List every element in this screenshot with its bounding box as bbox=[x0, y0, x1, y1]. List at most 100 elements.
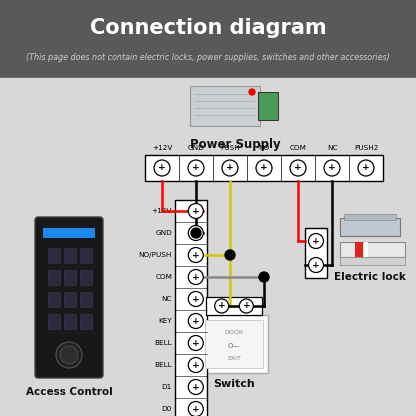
Bar bbox=[175, 200, 207, 416]
Bar bbox=[364, 242, 368, 257]
Circle shape bbox=[324, 160, 340, 176]
Circle shape bbox=[222, 160, 238, 176]
Circle shape bbox=[60, 346, 78, 364]
Bar bbox=[0, 0, 416, 78]
Text: +: + bbox=[362, 163, 370, 173]
Text: +: + bbox=[192, 317, 200, 325]
Text: +: + bbox=[312, 237, 320, 245]
Circle shape bbox=[188, 357, 203, 372]
Circle shape bbox=[188, 314, 203, 329]
Text: +: + bbox=[192, 206, 200, 215]
Text: +: + bbox=[294, 163, 302, 173]
Text: +: + bbox=[192, 361, 200, 369]
Circle shape bbox=[215, 299, 229, 313]
Circle shape bbox=[259, 272, 269, 282]
Text: +: + bbox=[192, 404, 200, 414]
Text: +: + bbox=[260, 163, 268, 173]
Bar bbox=[48, 248, 60, 263]
Text: BELL: BELL bbox=[154, 362, 172, 368]
Text: +: + bbox=[158, 163, 166, 173]
Text: COM: COM bbox=[290, 145, 307, 151]
Text: BELL: BELL bbox=[154, 340, 172, 346]
Text: +: + bbox=[192, 250, 200, 260]
Bar bbox=[145, 155, 383, 181]
Bar bbox=[344, 214, 396, 220]
Circle shape bbox=[188, 335, 203, 351]
Text: +12V: +12V bbox=[151, 208, 172, 214]
Text: Power Supply: Power Supply bbox=[190, 138, 280, 151]
FancyBboxPatch shape bbox=[35, 217, 103, 378]
Circle shape bbox=[188, 225, 203, 240]
Text: NO/PUSH: NO/PUSH bbox=[139, 252, 172, 258]
Text: Electric lock: Electric lock bbox=[334, 272, 406, 282]
Text: +: + bbox=[328, 163, 336, 173]
Bar bbox=[258, 92, 278, 120]
Text: +12V: +12V bbox=[152, 145, 172, 151]
Text: PUSH: PUSH bbox=[220, 145, 240, 151]
Bar bbox=[48, 314, 60, 329]
Bar bbox=[80, 270, 92, 285]
Text: +: + bbox=[192, 295, 200, 304]
Bar bbox=[64, 248, 76, 263]
Text: NC: NC bbox=[161, 296, 172, 302]
Text: DOOR: DOOR bbox=[225, 330, 243, 335]
Text: Access Control: Access Control bbox=[26, 387, 112, 397]
Bar bbox=[48, 292, 60, 307]
Bar bbox=[205, 320, 263, 368]
Circle shape bbox=[358, 160, 374, 176]
Text: +: + bbox=[192, 228, 200, 238]
Text: D1: D1 bbox=[162, 384, 172, 390]
Bar bbox=[64, 270, 76, 285]
Circle shape bbox=[239, 299, 253, 313]
Bar bbox=[305, 228, 327, 278]
Circle shape bbox=[256, 160, 272, 176]
Text: +: + bbox=[192, 163, 200, 173]
Circle shape bbox=[188, 203, 203, 218]
Text: Connection diagram: Connection diagram bbox=[90, 18, 326, 38]
Text: +: + bbox=[218, 302, 225, 310]
Text: NO: NO bbox=[258, 145, 270, 151]
Bar bbox=[43, 228, 95, 238]
Text: COM: COM bbox=[155, 274, 172, 280]
Bar bbox=[340, 257, 405, 265]
Text: +: + bbox=[312, 260, 320, 270]
Text: PUSH2: PUSH2 bbox=[354, 145, 378, 151]
Text: EXIT: EXIT bbox=[227, 356, 241, 361]
Circle shape bbox=[188, 160, 204, 176]
Circle shape bbox=[290, 160, 306, 176]
Circle shape bbox=[188, 379, 203, 394]
Circle shape bbox=[56, 342, 82, 368]
Circle shape bbox=[249, 89, 255, 95]
Bar bbox=[206, 297, 262, 315]
Bar bbox=[340, 218, 400, 236]
Bar bbox=[355, 242, 363, 257]
Text: +: + bbox=[192, 382, 200, 391]
Circle shape bbox=[188, 270, 203, 285]
Bar bbox=[0, 78, 416, 416]
Bar bbox=[340, 242, 405, 257]
Text: D0: D0 bbox=[162, 406, 172, 412]
Circle shape bbox=[188, 248, 203, 262]
Circle shape bbox=[225, 250, 235, 260]
Bar bbox=[190, 86, 260, 126]
Bar bbox=[64, 292, 76, 307]
Text: GND: GND bbox=[188, 145, 204, 151]
Text: Switch: Switch bbox=[213, 379, 255, 389]
Text: (This page does not contain electric locks, power supplies, switches and other a: (This page does not contain electric loc… bbox=[26, 54, 390, 62]
Text: GND: GND bbox=[155, 230, 172, 236]
Text: +: + bbox=[192, 272, 200, 282]
Bar bbox=[200, 315, 268, 373]
Bar bbox=[64, 314, 76, 329]
Text: +: + bbox=[243, 302, 250, 310]
Bar bbox=[80, 292, 92, 307]
Circle shape bbox=[309, 258, 324, 272]
Circle shape bbox=[191, 228, 201, 238]
Text: +: + bbox=[192, 339, 200, 347]
Bar bbox=[80, 314, 92, 329]
Text: +: + bbox=[226, 163, 234, 173]
Text: O—: O— bbox=[228, 343, 240, 349]
Bar bbox=[80, 248, 92, 263]
Bar bbox=[48, 270, 60, 285]
Circle shape bbox=[188, 401, 203, 416]
Text: NC: NC bbox=[327, 145, 337, 151]
